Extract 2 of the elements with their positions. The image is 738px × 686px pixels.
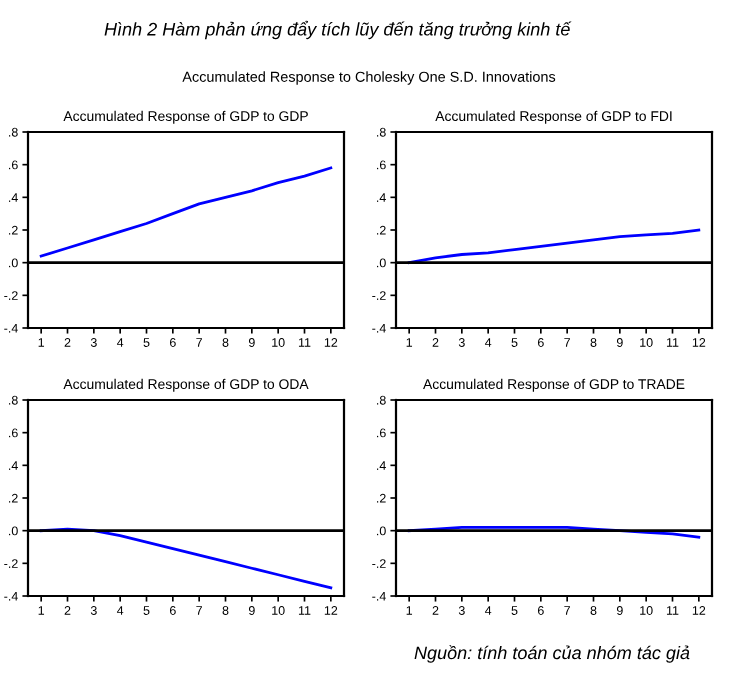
text: Hình 2 Hàm phản ứng đẩy tích lũy đến tăng trưởng kinh tế — [104, 20, 572, 40]
text: Nguồn: tính toán của nhóm tác giả — [414, 645, 690, 663]
